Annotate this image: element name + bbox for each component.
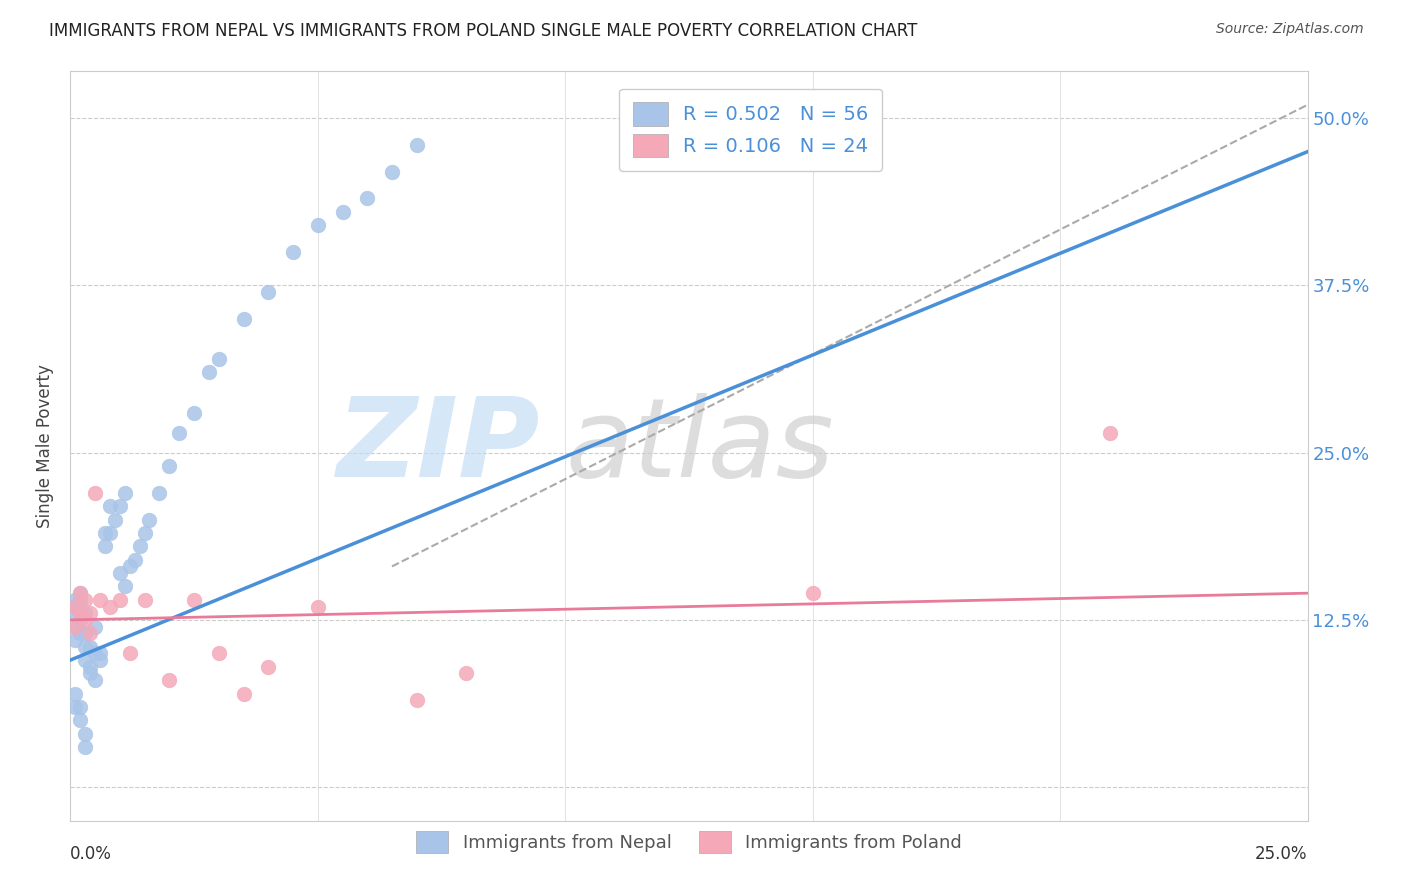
Point [232,312,254,326]
Point [134,526,156,541]
Point [1098,425,1121,440]
Point [65,620,87,634]
Point [79,626,101,640]
Point [108,500,131,514]
Point [134,592,156,607]
Point [65,592,87,607]
Point [94,526,117,541]
Text: 0.0%: 0.0% [70,845,112,863]
Point [257,285,280,300]
Point [456,666,478,681]
Point [94,539,117,553]
Point [69,586,91,600]
Point [157,673,180,688]
Point [183,592,205,607]
Point [75,726,97,740]
Point [98,526,121,541]
Point [108,592,131,607]
Point [118,646,141,660]
Point [79,607,101,621]
Text: 25.0%: 25.0% [1256,845,1308,863]
Point [98,599,121,614]
Point [75,592,97,607]
Point [281,245,304,260]
Point [183,406,205,420]
Point [69,586,91,600]
Point [79,640,101,654]
Point [89,592,111,607]
Text: IMMIGRANTS FROM NEPAL VS IMMIGRANTS FROM POLAND SINGLE MALE POVERTY CORRELATION : IMMIGRANTS FROM NEPAL VS IMMIGRANTS FROM… [49,22,918,40]
Point [84,485,107,500]
Point [75,740,97,755]
Point [128,539,150,553]
Text: ZIP: ZIP [337,392,540,500]
Point [75,640,97,654]
Point [257,660,280,674]
Text: atlas: atlas [565,392,834,500]
Point [69,699,91,714]
Point [148,485,170,500]
Point [138,512,160,526]
Point [84,646,107,660]
Point [69,714,91,728]
Point [89,653,111,667]
Point [75,626,97,640]
Point [79,660,101,674]
Point [381,165,404,179]
Point [65,599,87,614]
Point [84,673,107,688]
Point [65,607,87,621]
Point [69,592,91,607]
Point [104,512,127,526]
Point [108,566,131,581]
Point [307,219,329,233]
Y-axis label: Single Male Poverty: Single Male Poverty [37,364,55,528]
Point [208,352,231,367]
Point [65,687,87,701]
Point [75,653,97,667]
Point [84,620,107,634]
Point [307,599,329,614]
Point [124,552,146,567]
Point [89,646,111,660]
Point [65,599,87,614]
Point [405,693,427,707]
Point [65,699,87,714]
Point [75,607,97,621]
Point [69,626,91,640]
Point [69,613,91,627]
Point [75,613,97,627]
Point [69,607,91,621]
Point [167,425,190,440]
Point [98,500,121,514]
Point [65,620,87,634]
Point [801,586,824,600]
Point [198,366,221,380]
Point [157,459,180,474]
Point [114,485,136,500]
Point [356,192,378,206]
Legend: Immigrants from Nepal, Immigrants from Poland: Immigrants from Nepal, Immigrants from P… [408,824,970,860]
Point [69,599,91,614]
Point [208,646,231,660]
Point [405,138,427,153]
Text: Source: ZipAtlas.com: Source: ZipAtlas.com [1216,22,1364,37]
Point [118,559,141,574]
Point [65,633,87,648]
Point [114,580,136,594]
Point [79,666,101,681]
Point [332,205,354,219]
Point [232,687,254,701]
